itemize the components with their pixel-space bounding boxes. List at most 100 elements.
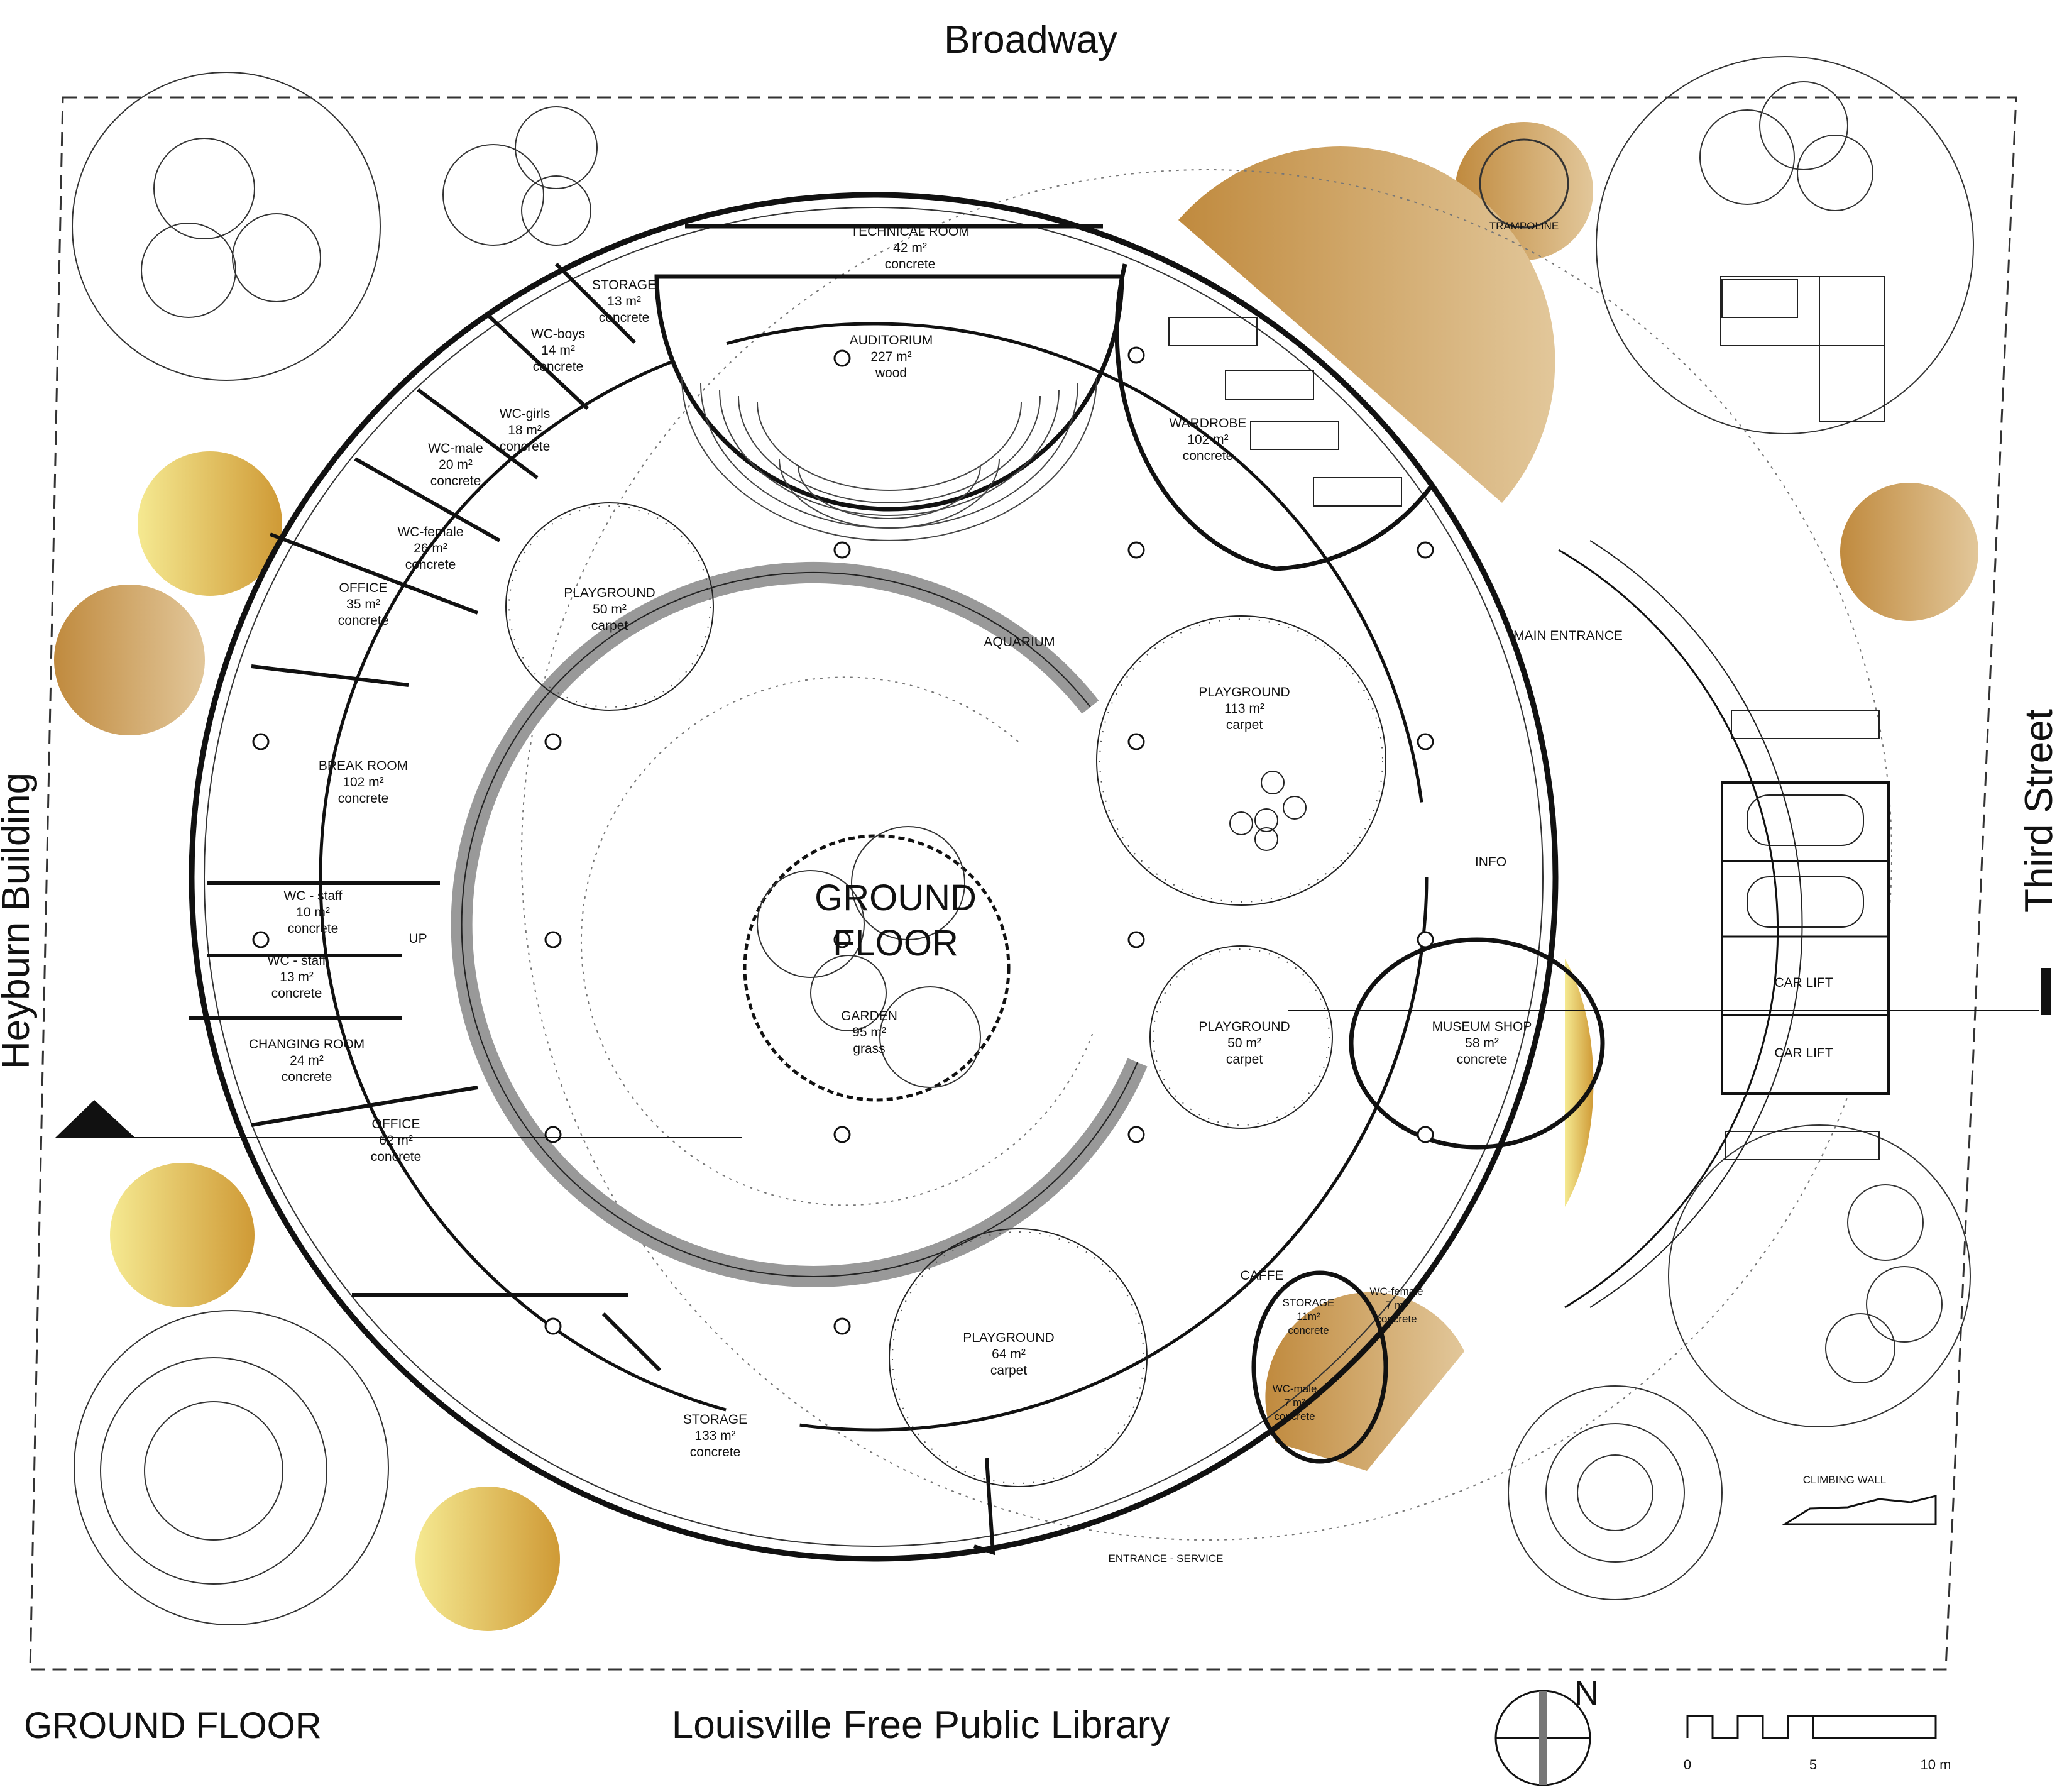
scale-label-5: 5	[1809, 1757, 1817, 1773]
svg-text:concrete: concrete	[599, 311, 650, 325]
room-label-wc-female: WC-female 26 m² concrete	[397, 525, 463, 572]
svg-text:24 m²: 24 m²	[290, 1053, 324, 1068]
room-label-break-room: BREAK ROOM 102 m² concrete	[319, 759, 408, 806]
svg-text:50 m²: 50 m²	[593, 602, 627, 617]
svg-text:wood: wood	[875, 366, 907, 380]
svg-text:carpet: carpet	[1226, 1052, 1263, 1067]
building-inner-ring	[204, 207, 1544, 1547]
svg-text:WC-girls: WC-girls	[500, 407, 550, 421]
street-north: Broadway	[944, 18, 1117, 62]
svg-text:20 m²: 20 m²	[439, 458, 473, 472]
svg-text:PLAYGROUND: PLAYGROUND	[1198, 1020, 1290, 1034]
svg-text:carpet: carpet	[1226, 718, 1263, 732]
svg-text:STORAGE: STORAGE	[683, 1412, 747, 1427]
svg-text:concrete: concrete	[338, 613, 389, 628]
label-car-lift-1: CAR LIFT	[1774, 976, 1833, 990]
svg-text:concrete: concrete	[1376, 1313, 1417, 1325]
svg-text:concrete: concrete	[430, 474, 481, 488]
section-marker-east	[2041, 968, 2051, 1015]
svg-text:WC-male: WC-male	[428, 441, 483, 456]
svg-text:11m²: 11m²	[1297, 1311, 1320, 1322]
scale-label-0: 0	[1684, 1757, 1691, 1773]
room-label-storage-top: STORAGE 13 m² concrete	[592, 278, 656, 325]
label-aquarium: AQUARIUM	[984, 635, 1055, 649]
svg-text:113 m²: 113 m²	[1224, 701, 1264, 716]
room-label-playground-1: PLAYGROUND 50 m² carpet	[564, 586, 655, 633]
car-lift-area	[1721, 710, 1890, 1160]
svg-text:GARDEN: GARDEN	[841, 1009, 897, 1023]
room-label-wc-male-small: WC-male 7 m² concrete	[1273, 1383, 1317, 1422]
wardrobe-racks	[1168, 317, 1402, 507]
landscape-trees	[72, 56, 1974, 1625]
room-label-office-2: OFFICE 62 m² concrete	[371, 1117, 422, 1164]
room-label-auditorium: AUDITORIUM 227 m² wood	[850, 333, 933, 380]
svg-text:STORAGE: STORAGE	[592, 278, 656, 292]
svg-text:7 m²: 7 m²	[1386, 1299, 1407, 1311]
center-label-2: FLOOR	[833, 923, 958, 964]
svg-text:TECHNICAL ROOM: TECHNICAL ROOM	[850, 224, 969, 239]
section-marker-west	[55, 1100, 135, 1138]
svg-text:95 m²: 95 m²	[852, 1025, 886, 1040]
svg-text:STORAGE: STORAGE	[1283, 1297, 1335, 1309]
label-climbing-wall: CLIMBING WALL	[1803, 1474, 1887, 1486]
label-info: INFO	[1475, 855, 1506, 869]
svg-text:concrete: concrete	[288, 921, 339, 936]
room-label-storage-big: STORAGE 133 m² concrete	[683, 1412, 747, 1459]
room-label-wc-boys: WC-boys 14 m² concrete	[531, 327, 585, 374]
label-caffe: CAFFE	[1241, 1268, 1284, 1283]
svg-text:AUDITORIUM: AUDITORIUM	[850, 333, 933, 348]
svg-text:concrete: concrete	[690, 1445, 741, 1459]
svg-text:WC-female: WC-female	[397, 525, 463, 539]
room-label-wc-girls: WC-girls 18 m² concrete	[500, 407, 551, 454]
svg-text:42 m²: 42 m²	[893, 241, 927, 255]
svg-text:concrete: concrete	[271, 986, 322, 1001]
svg-text:WC - staff: WC - staff	[268, 954, 326, 968]
svg-text:concrete: concrete	[885, 257, 936, 272]
site-boundary	[29, 96, 2017, 1671]
svg-text:50 m²: 50 m²	[1227, 1036, 1261, 1050]
svg-text:PLAYGROUND: PLAYGROUND	[564, 586, 655, 600]
scale-bar	[1686, 1715, 1937, 1739]
label-up: UP	[409, 932, 427, 946]
svg-text:concrete: concrete	[1288, 1324, 1329, 1336]
svg-text:227 m²: 227 m²	[870, 349, 911, 364]
north-label: N	[1574, 1674, 1599, 1712]
street-east: Third Street	[2017, 709, 2061, 913]
svg-text:concrete: concrete	[1457, 1052, 1508, 1067]
west-wing-walls	[189, 262, 995, 1556]
caffe-wc-block	[1251, 1270, 1388, 1464]
svg-text:14 m²: 14 m²	[541, 343, 575, 358]
drawing-title: GROUND FLOOR	[24, 1705, 322, 1746]
svg-text:grass: grass	[853, 1042, 885, 1056]
site-dotted-circle	[521, 169, 1892, 1541]
auditorium-wall	[654, 274, 1124, 512]
room-label-office-1: OFFICE 35 m² concrete	[338, 581, 389, 628]
svg-text:13 m²: 13 m²	[280, 970, 314, 984]
label-trampoline: TRAMPOLINE	[1489, 220, 1559, 232]
room-label-playground-3: PLAYGROUND 50 m² carpet	[1198, 1020, 1290, 1067]
room-label-wc-female-small: WC-female 7 m² concrete	[1369, 1285, 1423, 1325]
museum-shop-wall	[1349, 937, 1605, 1150]
room-label-wc-staff-1: WC - staff 10 m² concrete	[284, 889, 343, 936]
svg-text:concrete: concrete	[371, 1150, 422, 1164]
building-outline	[189, 192, 1559, 1562]
label-car-lift-2: CAR LIFT	[1774, 1046, 1833, 1060]
svg-text:MUSEUM SHOP: MUSEUM SHOP	[1432, 1020, 1532, 1034]
svg-text:carpet: carpet	[591, 618, 628, 633]
auditorium-seating	[681, 377, 1097, 541]
room-label-changing-room: CHANGING ROOM 24 m² concrete	[249, 1037, 365, 1084]
svg-text:concrete: concrete	[282, 1070, 332, 1084]
svg-text:26 m²: 26 m²	[414, 541, 447, 556]
svg-text:concrete: concrete	[500, 439, 551, 454]
svg-text:concrete: concrete	[338, 791, 389, 806]
svg-text:64 m²: 64 m²	[992, 1347, 1026, 1361]
svg-text:WC-female: WC-female	[1369, 1285, 1423, 1297]
room-label-museum-shop: MUSEUM SHOP 58 m² concrete	[1432, 1020, 1532, 1067]
inner-dotted-ring	[580, 676, 1094, 1206]
room-label-wc-staff-2: WC - staff 13 m² concrete	[268, 954, 326, 1001]
garden-trees	[757, 826, 981, 1088]
room-label-playground-2: PLAYGROUND 113 m² carpet	[1198, 685, 1290, 732]
scale-label-10: 10 m	[1921, 1757, 1951, 1773]
svg-text:CHANGING ROOM: CHANGING ROOM	[249, 1037, 365, 1052]
svg-text:concrete: concrete	[405, 558, 456, 572]
